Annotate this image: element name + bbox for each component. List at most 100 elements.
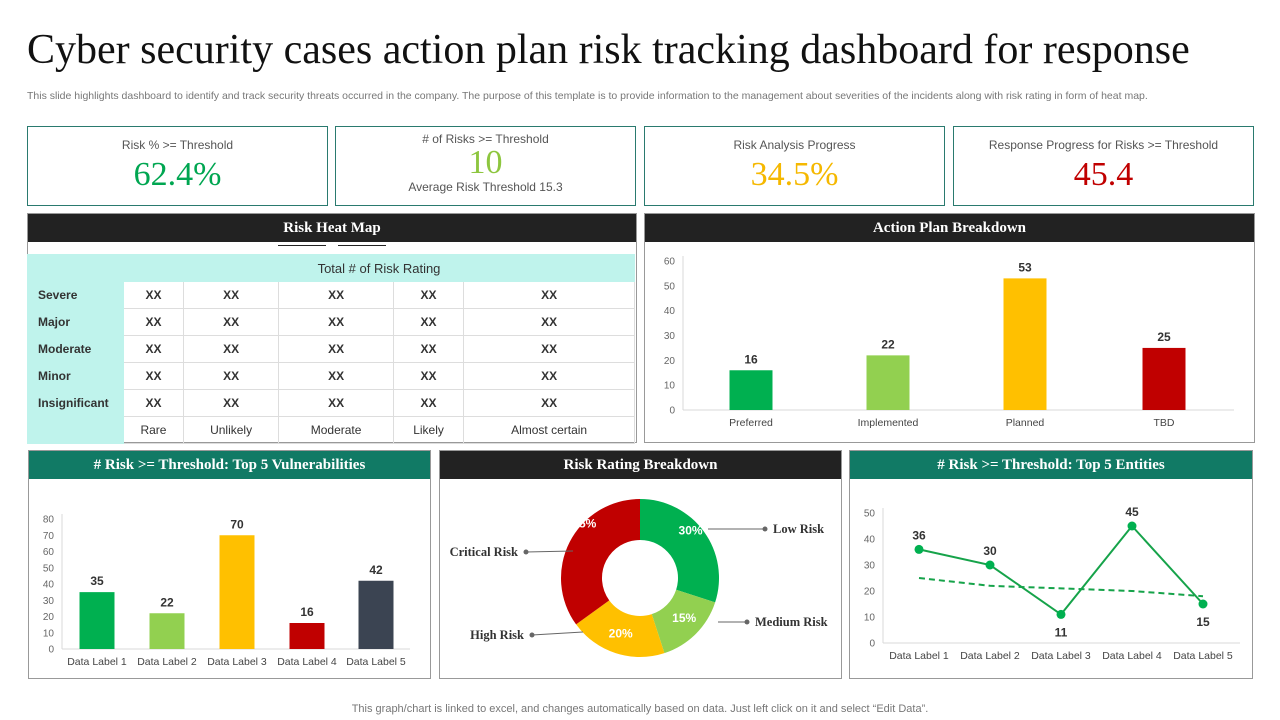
data-label: 45	[1125, 505, 1139, 519]
y-tick-label: 50	[864, 509, 876, 520]
kpi-label: # of Risks >= Threshold	[422, 132, 549, 146]
x-tick-label: Planned	[1006, 417, 1045, 429]
x-tick-label: Data Label 2	[137, 656, 197, 668]
heat-map-row: Minor XX XX XX XX XX	[27, 362, 635, 390]
y-tick-label: 30	[664, 331, 676, 342]
kpi-analysis-progress: Risk Analysis Progress 34.5%	[644, 126, 945, 206]
entities-panel: # Risk >= Threshold: Top 5 Entities	[849, 450, 1253, 679]
kpi-risk-percent: Risk % >= Threshold 62.4%	[27, 126, 328, 206]
slice-legend-label: Low Risk	[773, 522, 824, 536]
data-label: 22	[160, 595, 174, 609]
donut-slice	[651, 589, 716, 654]
y-tick-label: 50	[43, 563, 55, 574]
x-tick-label: Preferred	[729, 417, 773, 429]
data-label: 70	[230, 517, 244, 531]
data-label: 16	[744, 352, 758, 366]
data-label: 15	[1196, 615, 1210, 629]
data-label: 25	[1157, 330, 1171, 344]
column-label: Unlikely	[182, 416, 280, 444]
panel-header: # Risk >= Threshold: Top 5 Vulnerabiliti…	[29, 451, 430, 479]
bar	[79, 592, 115, 649]
column-label: Almost certain	[463, 416, 635, 444]
data-point	[914, 544, 924, 554]
x-tick-label: Data Label 3	[207, 656, 267, 668]
x-tick-label: Implemented	[858, 417, 919, 429]
data-label: 35	[90, 574, 104, 588]
kpi-response-progress: Response Progress for Risks >= Threshold…	[953, 126, 1254, 206]
y-tick-label: 10	[664, 381, 676, 392]
x-tick-label: Data Label 5	[1173, 650, 1233, 662]
leader-dot	[523, 549, 529, 555]
kpi-value: 10	[468, 144, 503, 181]
x-tick-label: Data Label 4	[1102, 650, 1162, 662]
slice-value-label: 20%	[609, 626, 633, 640]
x-tick-label: Data Label 3	[1031, 650, 1091, 662]
leader-dot	[529, 632, 535, 638]
heat-map-cell: XX	[463, 281, 635, 309]
risk-rating-panel: Risk Rating Breakdown	[439, 450, 842, 679]
data-point	[985, 560, 995, 570]
y-tick-label: 50	[664, 281, 676, 292]
donut-slice	[576, 600, 665, 657]
panel-header: Risk Rating Breakdown	[440, 451, 841, 479]
row-label: Severe	[27, 281, 124, 309]
data-label: 36	[912, 528, 926, 542]
y-tick-label: 20	[43, 612, 55, 623]
y-tick-label: 40	[864, 535, 876, 546]
kpi-value: 45.4	[1073, 156, 1134, 193]
panel-header: # Risk >= Threshold: Top 5 Entities	[850, 451, 1252, 479]
row-label: Major	[27, 308, 124, 336]
data-point	[1056, 609, 1066, 619]
y-tick-label: 40	[664, 306, 676, 317]
donut-slice	[560, 499, 640, 625]
action-plan-panel: Action Plan Breakdown	[644, 213, 1255, 443]
data-label: 22	[881, 337, 895, 351]
kpi-value: 34.5%	[750, 156, 839, 193]
y-tick-label: 20	[864, 587, 876, 598]
risk-heat-map-panel: Risk Heat Map	[27, 213, 637, 443]
bar	[729, 370, 773, 410]
y-tick-label: 0	[48, 645, 54, 656]
page-description: This slide highlights dashboard to ident…	[27, 90, 1148, 102]
heat-map-cell: XX	[278, 389, 394, 417]
y-tick-label: 30	[864, 561, 876, 572]
trend-line	[918, 577, 1204, 598]
kpi-subtext: Average Risk Threshold 15.3	[408, 180, 563, 194]
y-tick-label: 0	[669, 406, 675, 417]
kpi-risk-count: # of Risks >= Threshold 10 Average Risk …	[335, 126, 636, 206]
y-tick-label: 60	[664, 257, 676, 268]
kpi-label: Risk % >= Threshold	[121, 138, 234, 152]
heat-map-cell: XX	[392, 281, 465, 309]
heat-map-cell: XX	[392, 335, 465, 363]
vulnerabilities-panel: # Risk >= Threshold: Top 5 Vulnerabiliti…	[28, 450, 431, 679]
slice-value-label: 35%	[572, 517, 596, 531]
series-line	[918, 524, 1204, 616]
y-tick-label: 10	[43, 628, 55, 639]
column-label: Moderate	[278, 416, 394, 444]
bar	[149, 613, 185, 649]
panel-header: Risk Heat Map	[28, 214, 636, 242]
heat-map-header: Total # of Risk Rating	[123, 254, 635, 282]
heat-map-cell: XX	[463, 308, 635, 336]
y-tick-label: 30	[43, 596, 55, 607]
row-label: Moderate	[27, 335, 124, 363]
heat-map-row: Moderate XX XX XX XX XX	[27, 335, 635, 363]
leader-line	[531, 631, 584, 636]
y-tick-label: 10	[864, 613, 876, 624]
data-point	[1127, 521, 1137, 531]
kpi-value: 62.4%	[133, 156, 222, 193]
kpi-label: Risk Analysis Progress	[733, 138, 856, 152]
y-tick-label: 80	[43, 515, 55, 526]
x-tick-label: Data Label 4	[277, 656, 337, 668]
y-tick-label: 20	[664, 356, 676, 367]
donut-slice	[640, 499, 719, 603]
x-tick-label: TBD	[1154, 417, 1175, 429]
slice-legend-label: Medium Risk	[755, 615, 828, 629]
kpi-label: Response Progress for Risks >= Threshold	[988, 138, 1219, 152]
data-point	[1198, 599, 1208, 609]
slice-legend-label: Critical Risk	[450, 545, 518, 559]
x-tick-label: Data Label 1	[889, 650, 949, 662]
y-tick-label: 40	[43, 580, 55, 591]
heat-map-cell: XX	[278, 308, 394, 336]
